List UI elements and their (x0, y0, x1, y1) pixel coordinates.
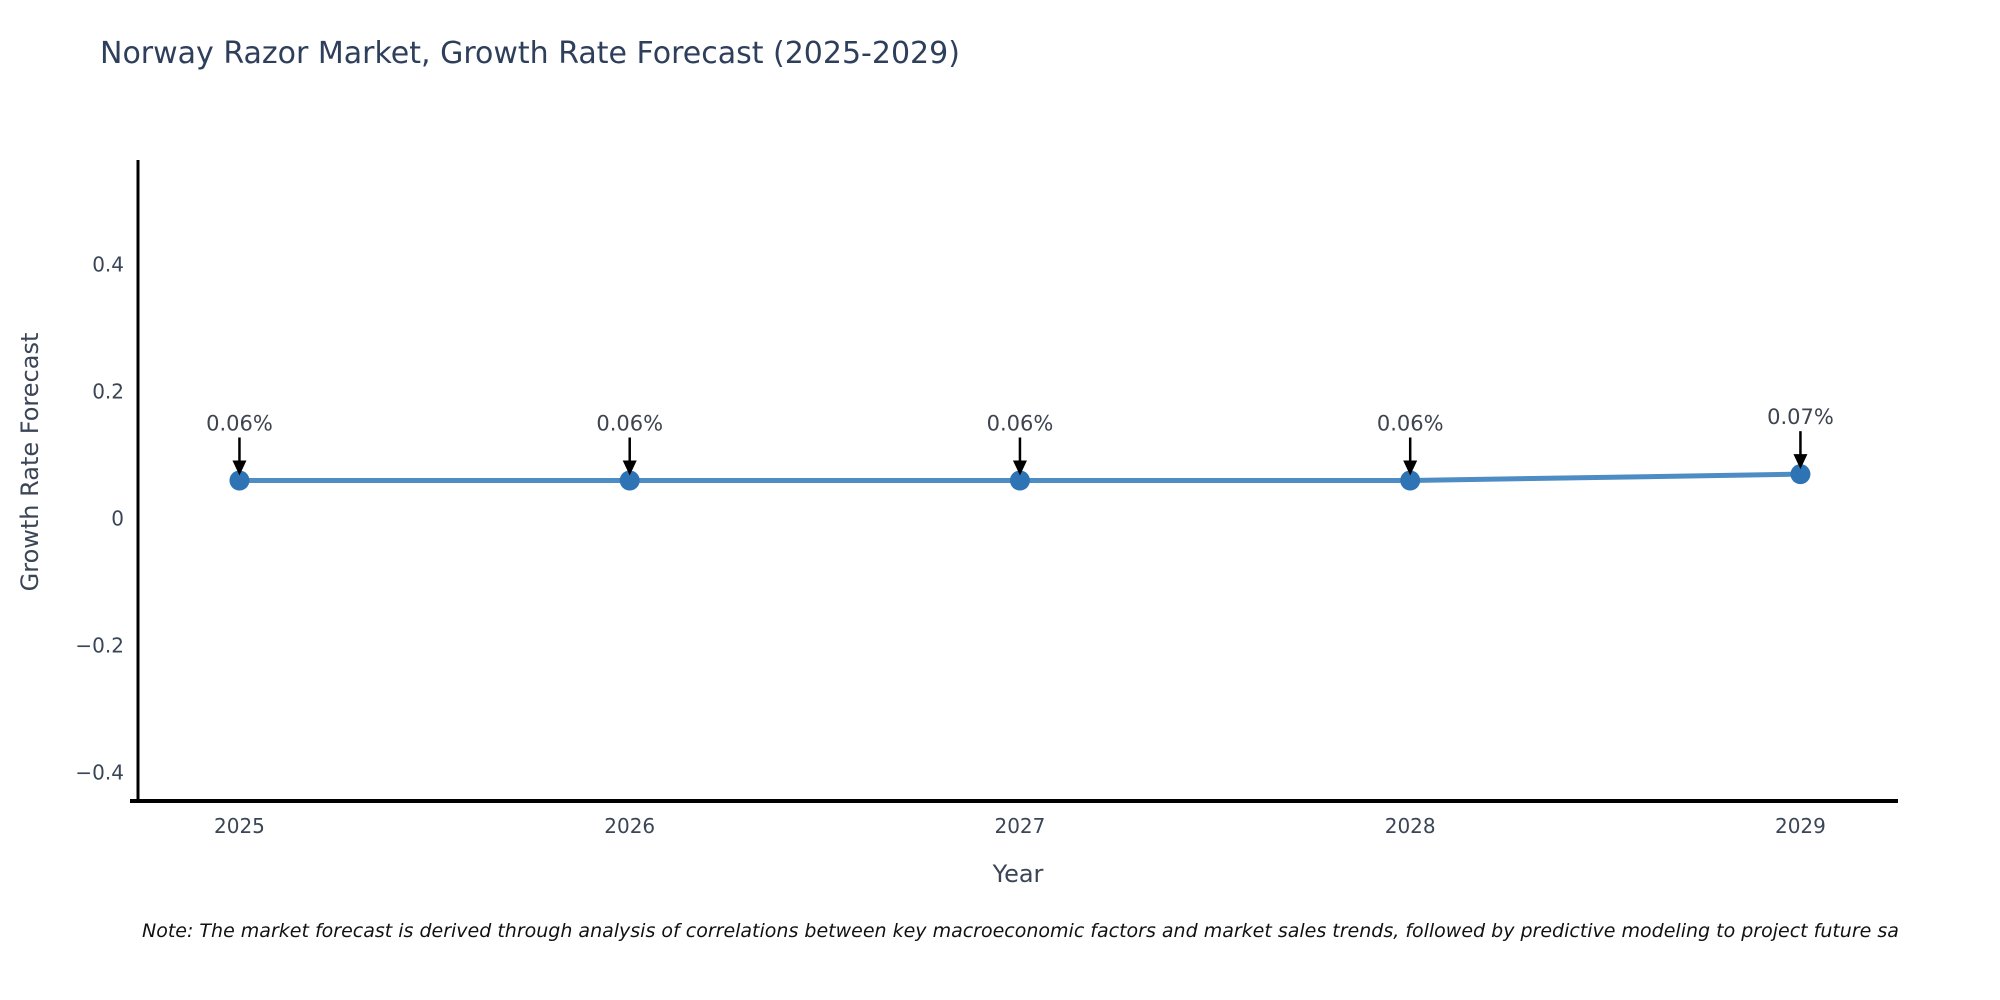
annotation-arrowhead (232, 460, 247, 476)
x-tick-label: 2025 (214, 814, 265, 838)
footnote: Note: The market forecast is derived thr… (142, 920, 1899, 942)
data-point-label: 0.06% (206, 412, 273, 436)
data-point-label: 0.06% (596, 412, 663, 436)
y-tick-label: 0 (111, 507, 124, 531)
data-point-marker (1400, 470, 1421, 491)
data-point-label: 0.07% (1767, 405, 1834, 429)
annotation-arrowhead (1012, 460, 1027, 476)
data-point-marker (619, 470, 640, 491)
y-tick-label: −0.4 (75, 760, 124, 784)
data-point-label: 0.06% (1377, 412, 1444, 436)
data-point-marker (1790, 464, 1811, 485)
y-tick-label: 0.4 (92, 253, 124, 277)
annotation-arrowhead (1403, 460, 1418, 476)
data-point-marker (229, 470, 250, 491)
x-axis-title: Year (992, 860, 1044, 888)
x-tick-label: 2027 (994, 814, 1045, 838)
data-point-label: 0.06% (987, 412, 1054, 436)
annotation-arrowhead (622, 460, 637, 476)
y-tick-label: −0.2 (75, 634, 124, 658)
x-tick-label: 2026 (604, 814, 655, 838)
x-tick-label: 2028 (1385, 814, 1436, 838)
chart-title: Norway Razor Market, Growth Rate Forecas… (100, 36, 960, 71)
data-point-marker (1009, 470, 1030, 491)
x-tick-label: 2029 (1775, 814, 1826, 838)
annotation-arrowhead (1793, 454, 1808, 470)
y-axis-title: Growth Rate Forecast (16, 332, 44, 592)
y-tick-label: 0.2 (92, 380, 124, 404)
